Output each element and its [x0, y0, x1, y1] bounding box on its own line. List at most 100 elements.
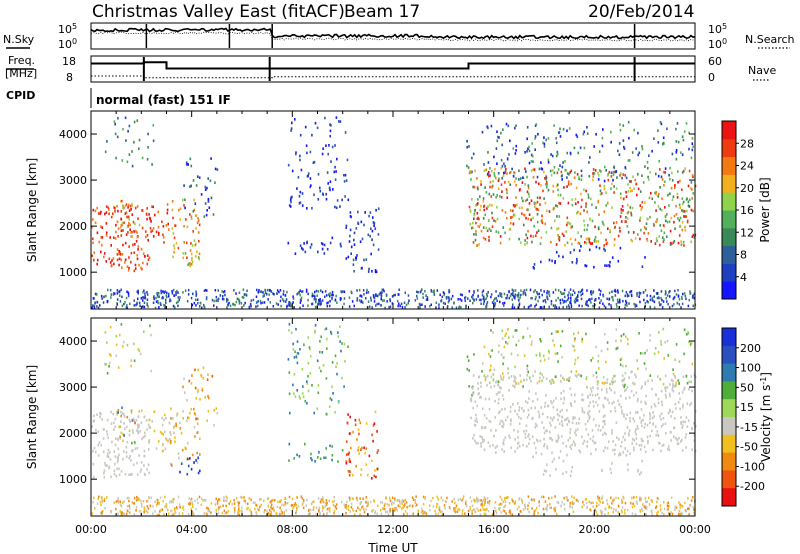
- echo-cell: [148, 256, 151, 260]
- echo-cell: [510, 446, 512, 449]
- echo-cell: [628, 429, 631, 432]
- echo-cell: [465, 500, 467, 503]
- echo-cell: [555, 154, 558, 158]
- echo-cell: [668, 173, 670, 177]
- echo-cell: [158, 292, 160, 295]
- echo-cell: [550, 300, 553, 303]
- echo-cell: [622, 173, 625, 176]
- echo-cell: [467, 359, 470, 362]
- echo-cell: [618, 453, 620, 457]
- echo-cell: [583, 219, 585, 223]
- echo-cell: [372, 439, 374, 443]
- echo-cell: [284, 501, 286, 504]
- echo-cell: [682, 420, 684, 424]
- echo-cell: [574, 171, 576, 174]
- echo-cell: [534, 446, 537, 450]
- echo-cell: [349, 228, 352, 232]
- echo-cell: [601, 511, 604, 514]
- echo-cell: [227, 302, 230, 306]
- echo-cell: [207, 394, 209, 398]
- echo-cell: [666, 504, 669, 508]
- echo-cell: [227, 298, 229, 302]
- echo-cell: [188, 502, 190, 505]
- echo-cell: [561, 178, 563, 181]
- echo-cell: [594, 169, 597, 172]
- echo-cell: [536, 381, 539, 385]
- echo-cell: [92, 449, 94, 453]
- echo-cell: [508, 290, 510, 294]
- echo-cell: [358, 452, 360, 455]
- echo-cell: [683, 292, 686, 295]
- echo-cell: [160, 432, 163, 435]
- echo-cell: [227, 510, 230, 513]
- echo-cell: [545, 377, 548, 381]
- echo-cell: [225, 504, 227, 508]
- echo-cell: [337, 331, 339, 334]
- echo-cell: [465, 502, 467, 505]
- echo-cell: [124, 204, 127, 208]
- echo-cell: [490, 229, 492, 233]
- echo-cell: [506, 294, 509, 297]
- echo-cell: [599, 184, 601, 187]
- echo-cell: [637, 427, 639, 430]
- echo-cell: [605, 242, 608, 246]
- echo-cell: [495, 196, 497, 199]
- echo-cell: [617, 399, 619, 403]
- echo-cell: [666, 220, 669, 224]
- echo-cell: [259, 299, 262, 303]
- echo-cell: [425, 298, 428, 301]
- echo-cell: [267, 298, 269, 301]
- echo-cell: [550, 506, 552, 510]
- echo-cell: [440, 299, 442, 303]
- echo-cell: [129, 302, 131, 305]
- echo-cell: [352, 263, 355, 266]
- echo-cell: [585, 202, 587, 205]
- echo-cell: [93, 251, 95, 254]
- echo-cell: [370, 500, 372, 504]
- echo-cell: [223, 290, 226, 293]
- echo-cell: [473, 213, 476, 217]
- echo-cell: [512, 384, 514, 388]
- echo-cell: [625, 301, 628, 305]
- echo-cell: [422, 495, 425, 499]
- echo-cell: [338, 120, 340, 123]
- echo-cell: [580, 178, 583, 181]
- echo-cell: [329, 300, 331, 303]
- echo-cell: [520, 417, 522, 420]
- echo-cell: [598, 496, 601, 500]
- echo-cell: [542, 189, 544, 193]
- echo-cell: [508, 336, 510, 339]
- echo-cell: [661, 236, 664, 239]
- echo-cell: [119, 300, 122, 303]
- echo-cell: [530, 379, 532, 383]
- echo-cell: [345, 460, 348, 463]
- noise-spikes: [145, 24, 636, 48]
- echo-cell: [197, 231, 200, 234]
- echo-cell: [603, 405, 605, 409]
- echo-cell: [669, 229, 672, 233]
- echo-cell: [488, 502, 491, 506]
- echo-cell: [660, 340, 662, 343]
- echo-cell: [138, 138, 141, 142]
- echo-cell: [445, 500, 448, 504]
- echo-cell: [330, 330, 332, 334]
- echo-cell: [316, 294, 318, 297]
- echo-cell: [217, 511, 220, 514]
- echo-cell: [356, 438, 358, 441]
- echo-cell: [595, 297, 597, 301]
- echo-cell: [124, 261, 126, 264]
- echo-cell: [499, 235, 502, 238]
- echo-cell: [275, 512, 277, 515]
- echo-cell: [120, 223, 123, 227]
- echo-cell: [590, 292, 592, 295]
- echo-cell: [238, 299, 240, 302]
- echo-cell: [170, 509, 172, 513]
- echo-cell: [615, 187, 618, 190]
- echo-cell: [453, 497, 455, 501]
- echo-cell: [647, 178, 650, 181]
- echo-cell: [495, 511, 498, 515]
- echo-cell: [178, 512, 180, 515]
- echo-cell: [581, 435, 583, 439]
- echo-cell: [592, 304, 594, 308]
- echo-cell: [282, 290, 285, 293]
